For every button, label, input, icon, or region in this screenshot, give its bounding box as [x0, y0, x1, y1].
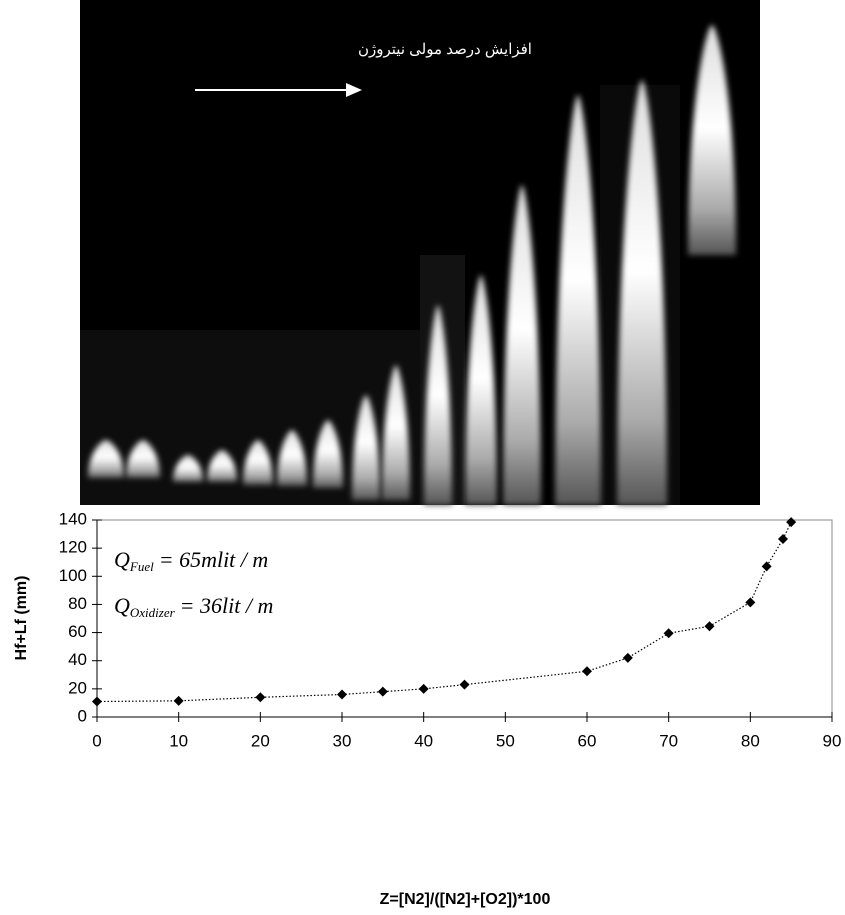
x-tick-label: 20 — [251, 731, 270, 750]
flame — [243, 440, 273, 485]
data-point — [663, 628, 674, 639]
flame-photo: افزایش درصد مولی نیتروژن — [80, 0, 760, 505]
y-axis-title: Hf+Lf (mm) — [13, 576, 30, 661]
flame — [88, 440, 124, 478]
data-point — [704, 621, 715, 632]
x-tick-label: 10 — [169, 731, 188, 750]
data-point — [786, 517, 797, 528]
x-tick-label: 30 — [333, 731, 352, 750]
annotation-symbol: Q — [114, 547, 130, 572]
data-point — [418, 683, 429, 694]
flame — [313, 420, 343, 488]
x-tick-label: 50 — [496, 731, 515, 750]
flame — [617, 80, 667, 505]
y-tick-label: 140 — [59, 509, 87, 528]
arrow-head — [346, 83, 362, 97]
photo-caption: افزایش درصد مولی نیتروژن — [358, 41, 532, 58]
flame — [382, 365, 410, 500]
y-tick-label: 120 — [59, 538, 87, 557]
flame — [503, 185, 541, 505]
data-point — [582, 666, 592, 677]
y-tick-label: 100 — [59, 566, 87, 585]
flame — [126, 440, 160, 478]
flame — [465, 275, 497, 505]
data-point — [173, 695, 184, 706]
x-tick-label: 0 — [92, 731, 101, 750]
data-point — [377, 686, 388, 697]
annotation-symbol: Q — [114, 593, 130, 618]
flame — [173, 455, 203, 482]
flame — [352, 395, 380, 500]
y-tick-label: 60 — [68, 622, 87, 641]
flame — [424, 305, 452, 505]
data-point — [778, 533, 788, 544]
x-axis-title: Z=[N2]/([N2]+[O2])*100 — [380, 891, 551, 908]
y-tick-label: 0 — [78, 706, 87, 725]
flame — [555, 95, 601, 505]
annotation-text: = 36lit / m — [180, 593, 274, 618]
data-point — [255, 692, 266, 703]
flame — [688, 25, 736, 255]
annotation-subscript: Oxidizer — [130, 605, 176, 620]
x-tick-label: 80 — [741, 731, 760, 750]
data-point — [92, 696, 102, 707]
flame — [277, 430, 307, 486]
annotation-text: = 65mlit / m — [159, 547, 269, 572]
data-point — [622, 652, 633, 663]
x-tick-label: 60 — [578, 731, 597, 750]
annotation: QOxidizer = 36lit / m — [114, 593, 273, 620]
y-tick-label: 80 — [68, 594, 87, 613]
x-tick-label: 70 — [659, 731, 678, 750]
annotation: QFuel = 65mlit / m — [114, 547, 268, 574]
y-tick-label: 20 — [68, 678, 87, 697]
y-tick-label: 40 — [68, 650, 87, 669]
data-point — [745, 597, 756, 608]
x-tick-label: 90 — [823, 731, 842, 750]
data-point — [459, 679, 470, 690]
flame — [207, 450, 237, 482]
data-point — [761, 561, 772, 572]
x-tick-label: 40 — [414, 731, 433, 750]
data-point — [337, 689, 347, 700]
annotation-subscript: Fuel — [129, 559, 154, 574]
